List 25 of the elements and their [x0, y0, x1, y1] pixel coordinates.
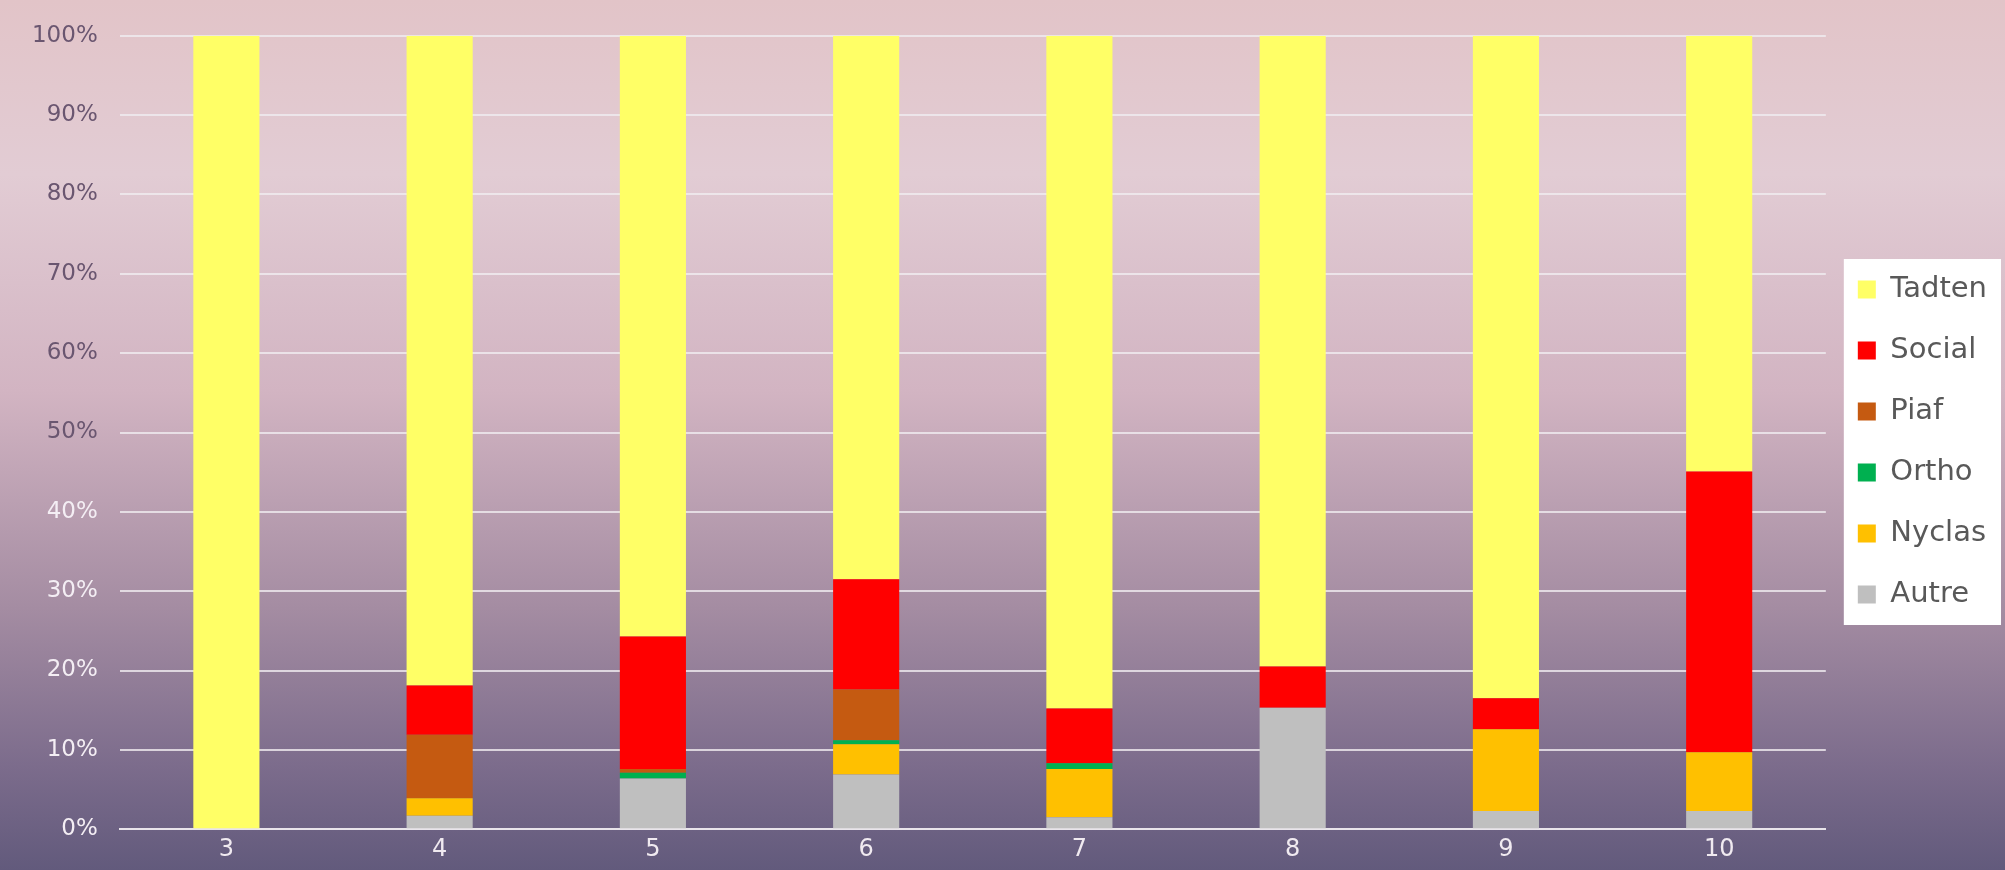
x-tick-label: 4 [432, 833, 448, 862]
y-tick-label: 20% [46, 655, 98, 682]
x-tick-label: 3 [218, 833, 235, 862]
y-tick-label: 40% [46, 496, 98, 523]
y-tick-label: 10% [46, 734, 98, 761]
legend-label: Piaf [1890, 392, 1944, 427]
y-tick-label: 100% [31, 20, 98, 47]
y-tick-label: 50% [46, 417, 98, 444]
x-tick-label: 9 [1498, 833, 1514, 862]
y-tick-label: 0% [61, 814, 98, 841]
x-tick-label: 10 [1703, 833, 1735, 862]
legend-label: Tadten [1889, 270, 1987, 305]
y-tick-label: 80% [46, 179, 98, 206]
x-tick-label: 6 [858, 833, 874, 862]
x-tick-label: 7 [1071, 833, 1088, 862]
legend-label: Autre [1890, 575, 1970, 610]
legend-label: Ortho [1890, 453, 1973, 488]
y-tick-label: 60% [46, 338, 98, 365]
x-tick-label: 5 [645, 833, 661, 862]
x-tick-label: 8 [1285, 833, 1301, 862]
legend-label: Social [1890, 331, 1977, 366]
y-tick-label: 70% [46, 258, 98, 285]
y-tick-label: 90% [46, 100, 98, 127]
legend-label: Nyclas [1890, 514, 1987, 549]
y-tick-label: 30% [46, 576, 98, 603]
